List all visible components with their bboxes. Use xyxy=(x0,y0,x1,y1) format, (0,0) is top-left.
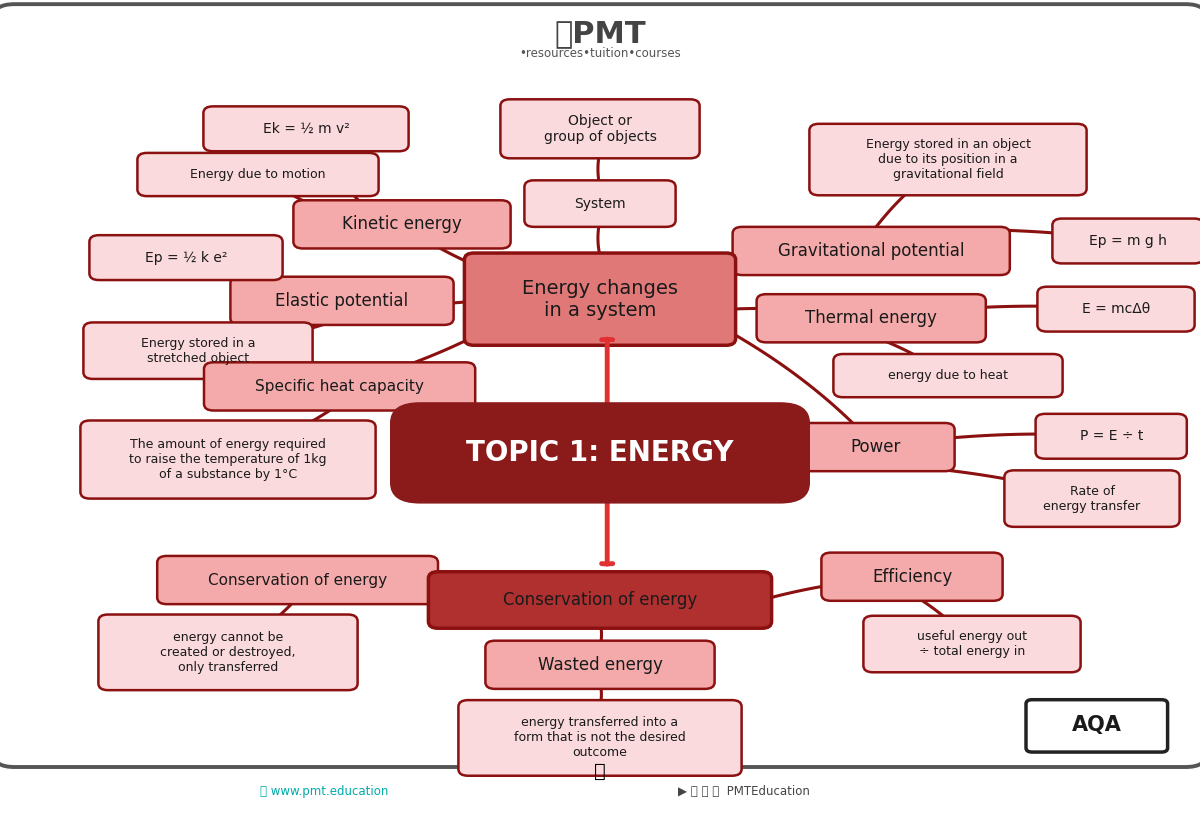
Text: Energy stored in an object
due to its position in a
gravitational field: Energy stored in an object due to its po… xyxy=(865,138,1031,181)
FancyBboxPatch shape xyxy=(428,572,772,628)
Text: Elastic potential: Elastic potential xyxy=(276,292,408,310)
FancyBboxPatch shape xyxy=(293,200,511,248)
FancyBboxPatch shape xyxy=(524,180,676,227)
FancyBboxPatch shape xyxy=(821,553,1003,601)
Text: System: System xyxy=(574,197,626,210)
Text: Thermal energy: Thermal energy xyxy=(805,309,937,327)
Text: Energy changes
in a system: Energy changes in a system xyxy=(522,278,678,320)
FancyBboxPatch shape xyxy=(833,354,1063,397)
Text: Wasted energy: Wasted energy xyxy=(538,656,662,674)
Text: 📚PMT: 📚PMT xyxy=(554,19,646,47)
Text: P = E ÷ t: P = E ÷ t xyxy=(1080,430,1142,443)
FancyBboxPatch shape xyxy=(90,235,283,280)
FancyBboxPatch shape xyxy=(137,153,379,196)
Text: Kinetic energy: Kinetic energy xyxy=(342,215,462,234)
FancyBboxPatch shape xyxy=(157,556,438,604)
FancyBboxPatch shape xyxy=(1036,414,1187,459)
FancyBboxPatch shape xyxy=(1004,470,1180,527)
FancyBboxPatch shape xyxy=(84,322,312,379)
Text: Ek = ½ m v²: Ek = ½ m v² xyxy=(263,122,349,135)
FancyBboxPatch shape xyxy=(756,294,985,342)
Text: E = mcΔθ: E = mcΔθ xyxy=(1082,302,1150,316)
Text: The amount of energy required
to raise the temperature of 1kg
of a substance by : The amount of energy required to raise t… xyxy=(130,438,326,481)
Text: Rate of
energy transfer: Rate of energy transfer xyxy=(1044,484,1140,513)
FancyBboxPatch shape xyxy=(98,615,358,690)
Text: Conservation of energy: Conservation of energy xyxy=(208,573,388,588)
FancyBboxPatch shape xyxy=(1026,700,1168,752)
FancyBboxPatch shape xyxy=(0,4,1200,767)
Text: 👓: 👓 xyxy=(594,762,606,780)
Text: Conservation of energy: Conservation of energy xyxy=(503,591,697,609)
FancyBboxPatch shape xyxy=(732,227,1010,275)
FancyBboxPatch shape xyxy=(230,277,454,325)
Text: Gravitational potential: Gravitational potential xyxy=(778,242,965,260)
FancyBboxPatch shape xyxy=(809,124,1087,195)
FancyBboxPatch shape xyxy=(485,641,714,689)
Text: ▶ 📷 📘 🐦  PMTEducation: ▶ 📷 📘 🐦 PMTEducation xyxy=(678,784,810,798)
Text: Efficiency: Efficiency xyxy=(872,568,952,586)
FancyBboxPatch shape xyxy=(1052,219,1200,263)
Text: energy transferred into a
form that is not the desired
outcome: energy transferred into a form that is n… xyxy=(514,716,686,760)
Text: Ep = m g h: Ep = m g h xyxy=(1090,234,1166,248)
Text: Power: Power xyxy=(851,438,901,456)
Text: Energy due to motion: Energy due to motion xyxy=(191,168,325,181)
Text: energy due to heat: energy due to heat xyxy=(888,369,1008,382)
Text: useful energy out
÷ total energy in: useful energy out ÷ total energy in xyxy=(917,630,1027,658)
FancyBboxPatch shape xyxy=(797,423,955,471)
Text: Specific heat capacity: Specific heat capacity xyxy=(256,379,424,394)
FancyBboxPatch shape xyxy=(500,99,700,158)
Text: Energy stored in a
stretched object: Energy stored in a stretched object xyxy=(140,337,256,365)
FancyBboxPatch shape xyxy=(1038,287,1195,332)
Text: AQA: AQA xyxy=(1072,715,1122,735)
Text: Object or
group of objects: Object or group of objects xyxy=(544,114,656,144)
Text: TOPIC 1: ENERGY: TOPIC 1: ENERGY xyxy=(467,439,733,467)
FancyBboxPatch shape xyxy=(80,420,376,499)
FancyBboxPatch shape xyxy=(204,362,475,411)
FancyBboxPatch shape xyxy=(203,106,408,151)
Text: energy cannot be
created or destroyed,
only transferred: energy cannot be created or destroyed, o… xyxy=(161,631,295,674)
FancyBboxPatch shape xyxy=(390,402,810,504)
FancyBboxPatch shape xyxy=(464,253,736,346)
Text: Ep = ½ k e²: Ep = ½ k e² xyxy=(145,251,227,264)
FancyBboxPatch shape xyxy=(864,616,1081,672)
Text: 🌐 www.pmt.education: 🌐 www.pmt.education xyxy=(260,784,388,798)
Text: •resources•tuition•courses: •resources•tuition•courses xyxy=(520,47,680,60)
FancyBboxPatch shape xyxy=(458,700,742,776)
